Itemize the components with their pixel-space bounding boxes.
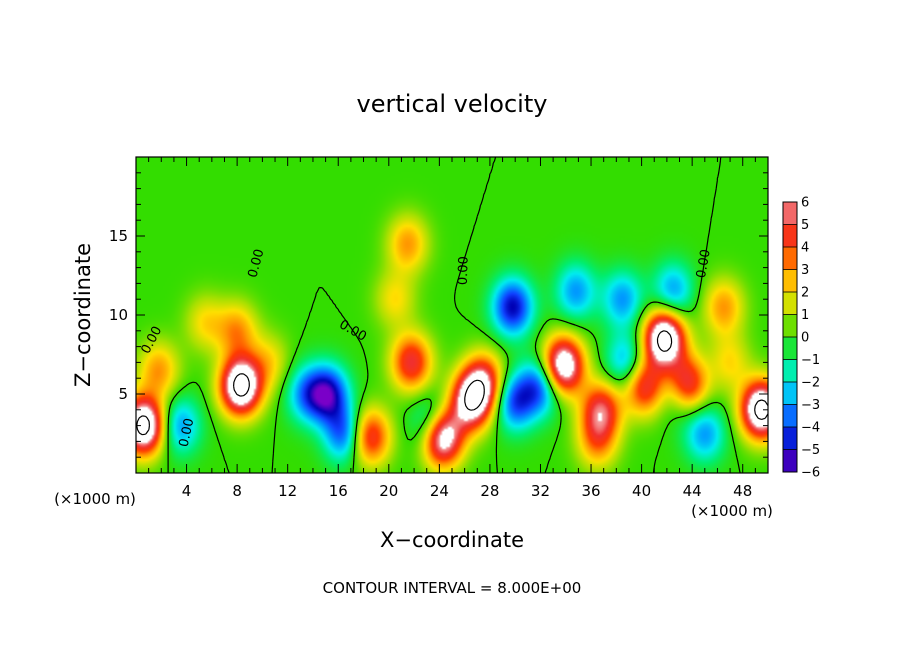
y-tick-label: 15 [109, 227, 128, 245]
contour-label: 0.00 [177, 417, 198, 448]
contour-label: 0.00 [246, 248, 268, 280]
x-tick-label: 36 [581, 482, 600, 500]
velocity-field [136, 157, 768, 473]
x-tick-label: 12 [278, 482, 297, 500]
x-unit-left: (×1000 m) [54, 490, 136, 508]
contour-labels: 0.000.000.000.000.00 0.00 [138, 248, 713, 449]
x-tick-label: 4 [182, 482, 192, 500]
colorbar-swatch [783, 224, 797, 248]
x-tick-label: 48 [733, 482, 752, 500]
colorbar-swatch [783, 449, 797, 473]
colorbar-label: −5 [801, 443, 820, 458]
x-tick-label: 28 [480, 482, 499, 500]
colorbar-label: 4 [801, 241, 809, 256]
contour-interval-text: CONTOUR INTERVAL = 8.000E+00 [323, 579, 582, 597]
y-tick-label: 10 [109, 306, 128, 324]
x-tick-label: 20 [379, 482, 398, 500]
colorbar-swatch [783, 314, 797, 338]
colorbar-label: 1 [801, 308, 809, 323]
x-axis: 4 8 12 16 20 24 28 32 36 40 44 48 [148, 157, 756, 500]
colorbar-swatch [783, 202, 797, 225]
x-axis-label: X−coordinate [380, 528, 524, 552]
colorbar: 6 5 4 3 2 1 0 −1 −2 −3 −4 −5 −6 [782, 196, 820, 481]
x-tick-label: 44 [683, 482, 702, 500]
contour-label: 0.00 [694, 248, 714, 279]
colorbar-label: 2 [801, 286, 809, 301]
colorbar-swatch [783, 427, 797, 450]
colorbar-swatch [783, 269, 797, 293]
y-axis: 5 10 15 [109, 172, 768, 458]
colorbar-swatch [783, 337, 797, 360]
contour-lines [136, 157, 768, 473]
colorbar-swatch [783, 247, 797, 270]
y-tick-label: 5 [118, 385, 128, 403]
colorbar-swatch [783, 359, 797, 383]
colorbar-swatch [783, 292, 797, 315]
chart-title: vertical velocity [357, 90, 548, 118]
colorbar-label: −1 [801, 353, 820, 368]
colorbar-label: −3 [801, 398, 820, 413]
x-tick-label: 40 [632, 482, 651, 500]
field-area [136, 157, 768, 473]
colorbar-label: 5 [801, 218, 809, 233]
colorbar-swatch [783, 382, 797, 405]
colorbar-label: −6 [801, 466, 820, 481]
colorbar-label: 3 [801, 263, 809, 278]
colorbar-label: −2 [801, 376, 820, 391]
zero-contour [167, 157, 741, 473]
x-tick-label: 8 [232, 482, 242, 500]
colorbar-label: 6 [801, 196, 809, 211]
colorbar-swatch [783, 404, 797, 428]
positive-contour [136, 330, 768, 436]
x-tick-label: 24 [430, 482, 449, 500]
colorbar-label: 0 [801, 331, 809, 346]
contour-label: 0.00 [456, 256, 472, 285]
x-unit-right: (×1000 m) [691, 502, 773, 520]
colorbar-label: −4 [801, 421, 820, 436]
x-tick-label: 16 [329, 482, 348, 500]
x-tick-label: 32 [531, 482, 550, 500]
y-axis-label: Z−coordinate [71, 243, 95, 387]
